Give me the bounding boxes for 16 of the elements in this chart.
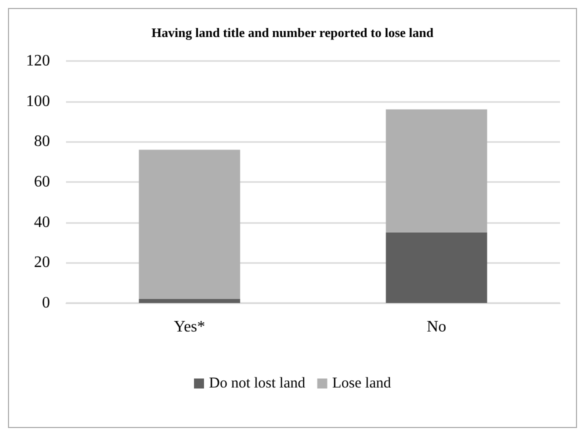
y-tick-label: 80 bbox=[34, 133, 50, 150]
x-tick-label: Yes* bbox=[174, 318, 206, 336]
y-tick-label: 120 bbox=[26, 52, 50, 70]
y-tick-label: 20 bbox=[34, 254, 50, 272]
bar bbox=[138, 298, 240, 303]
chart-title: Having land title and number reported to lose land bbox=[152, 25, 434, 40]
bar bbox=[138, 150, 240, 299]
x-tick-label: No bbox=[426, 318, 446, 336]
y-tick-label: 40 bbox=[34, 214, 50, 231]
legend-label: Lose land bbox=[332, 376, 392, 392]
legend-label: Do not lost land bbox=[209, 376, 306, 392]
bar bbox=[386, 232, 488, 303]
y-tick-label: 0 bbox=[42, 294, 50, 312]
bar bbox=[386, 109, 488, 232]
y-tick-label: 60 bbox=[34, 174, 50, 190]
y-tick-label: 100 bbox=[26, 92, 50, 110]
